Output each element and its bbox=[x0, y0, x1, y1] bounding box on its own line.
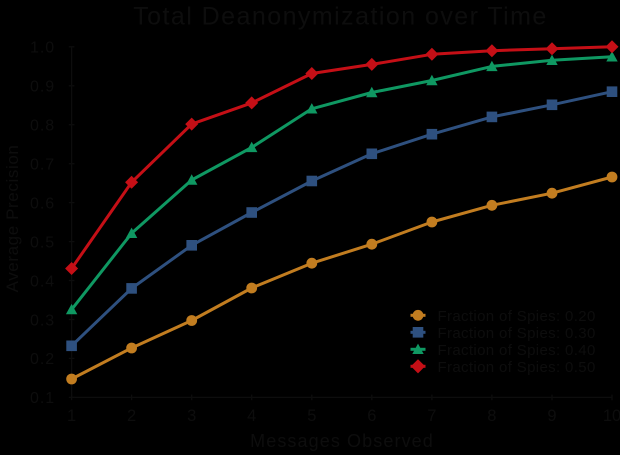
svg-text:9: 9 bbox=[547, 407, 556, 425]
svg-text:4: 4 bbox=[247, 407, 256, 425]
svg-text:Fraction of Spies: 0.30: Fraction of Spies: 0.30 bbox=[438, 325, 596, 342]
svg-text:0.4: 0.4 bbox=[30, 273, 55, 290]
svg-text:0.6: 0.6 bbox=[30, 195, 55, 212]
svg-text:8: 8 bbox=[487, 407, 496, 425]
svg-text:5: 5 bbox=[307, 407, 316, 425]
svg-text:1.0: 1.0 bbox=[30, 40, 55, 57]
svg-text:0.2: 0.2 bbox=[30, 351, 55, 368]
svg-text:7: 7 bbox=[427, 407, 436, 425]
svg-text:Total Deanonymization over Tim: Total Deanonymization over Time bbox=[133, 3, 548, 31]
svg-text:Fraction of Spies: 0.20: Fraction of Spies: 0.20 bbox=[438, 308, 596, 325]
svg-text:0.8: 0.8 bbox=[30, 118, 55, 135]
svg-text:Messages Observed: Messages Observed bbox=[250, 431, 434, 451]
svg-text:0.9: 0.9 bbox=[30, 79, 55, 96]
svg-text:0.3: 0.3 bbox=[30, 312, 55, 329]
svg-text:Average Precision: Average Precision bbox=[3, 145, 22, 293]
svg-text:1: 1 bbox=[67, 407, 76, 425]
svg-text:0.1: 0.1 bbox=[30, 390, 55, 407]
svg-text:Fraction of Spies: 0.50: Fraction of Spies: 0.50 bbox=[438, 359, 596, 376]
svg-text:6: 6 bbox=[367, 407, 376, 425]
svg-text:2: 2 bbox=[127, 407, 136, 425]
svg-text:0.7: 0.7 bbox=[30, 157, 55, 174]
svg-text:3: 3 bbox=[187, 407, 196, 425]
svg-text:0.5: 0.5 bbox=[30, 234, 55, 251]
svg-text:Fraction of Spies: 0.40: Fraction of Spies: 0.40 bbox=[438, 342, 596, 359]
svg-text:10: 10 bbox=[603, 407, 620, 425]
